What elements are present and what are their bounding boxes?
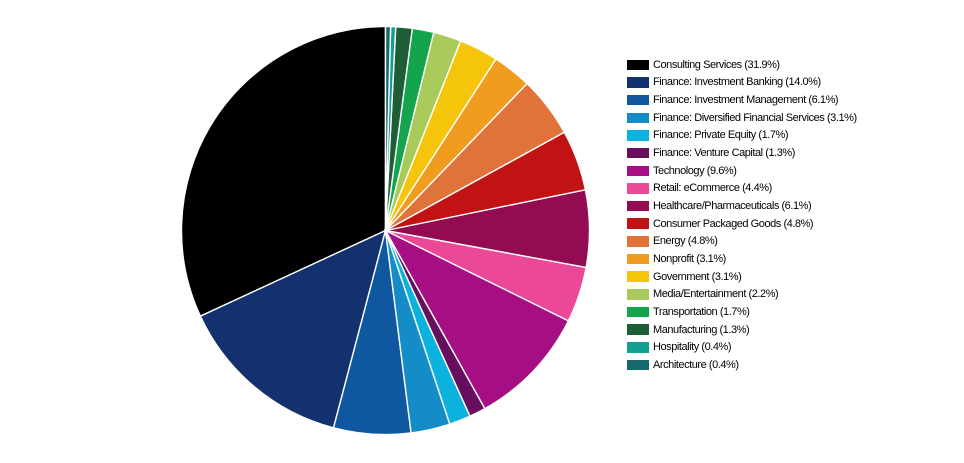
pie-slice-technology — [383, 228, 570, 410]
legend-item-healthcare-pharmaceuticals: Healthcare/Pharmaceuticals (6.1%) — [627, 197, 857, 215]
legend-item-consulting-services: Consulting Services (31.9%) — [627, 56, 857, 74]
legend-item-hospitality: Hospitality (0.4%) — [627, 339, 857, 357]
legend-label: Finance: Investment Banking (14.0%) — [653, 76, 821, 89]
legend-label: Retail: eCommerce (4.4%) — [653, 182, 772, 195]
legend-item-government: Government (3.1%) — [627, 268, 857, 286]
legend-item-finance-private-equity: Finance: Private Equity (1.7%) — [627, 127, 857, 145]
legend-label: Media/Entertainment (2.2%) — [653, 288, 779, 301]
legend-swatch — [627, 253, 649, 265]
legend-label: Consumer Packaged Goods (4.8%) — [653, 217, 814, 230]
pie-slice-architecture — [384, 25, 392, 231]
legend-label: Finance: Investment Management (6.1%) — [653, 94, 839, 107]
legend-label: Healthcare/Pharmaceuticals (6.1%) — [653, 200, 812, 213]
legend: Consulting Services (31.9%) Finance: Inve… — [627, 56, 857, 374]
legend-label: Finance: Private Equity (1.7%) — [653, 129, 789, 142]
legend-swatch — [627, 130, 649, 141]
legend-swatch — [627, 94, 649, 106]
legend-item-technology: Technology (9.6%) — [627, 162, 857, 180]
legend-item-finance-investment-management: Finance: Investment Management (6.1%) — [627, 91, 857, 109]
legend-swatch — [627, 218, 649, 229]
legend-item-media-entertainment: Media/Entertainment (2.2%) — [627, 286, 857, 304]
legend-swatch — [627, 77, 649, 88]
legend-item-finance-diversified-financial-services: Finance: Diversified Financial Services … — [627, 109, 857, 127]
legend-swatch — [627, 289, 649, 300]
legend-swatch — [627, 271, 649, 282]
legend-swatch — [627, 359, 649, 371]
legend-item-transportation: Transportation (1.7%) — [627, 303, 857, 321]
legend-swatch — [627, 342, 649, 353]
legend-label: Hospitality (0.4%) — [653, 341, 732, 354]
legend-item-architecture: Architecture (0.4%) — [627, 356, 857, 374]
legend-swatch — [627, 165, 649, 177]
legend-swatch — [627, 183, 649, 194]
legend-swatch — [627, 324, 649, 335]
pie-slice-consulting-services — [180, 25, 387, 318]
legend-item-consumer-packaged-goods: Consumer Packaged Goods (4.8%) — [627, 215, 857, 233]
legend-item-retail-ecommerce: Retail: eCommerce (4.4%) — [627, 180, 857, 198]
legend-swatch — [627, 112, 649, 124]
legend-swatch — [627, 200, 649, 212]
legend-swatch — [627, 59, 649, 71]
legend-label: Government (3.1%) — [653, 270, 742, 283]
legend-item-finance-venture-capital: Finance: Venture Capital (1.3%) — [627, 144, 857, 162]
legend-label: Finance: Diversified Financial Services … — [653, 111, 857, 124]
legend-label: Consulting Services (31.9%) — [653, 58, 780, 71]
legend-item-energy: Energy (4.8%) — [627, 233, 857, 251]
legend-label: Nonprofit (3.1%) — [653, 253, 726, 266]
legend-label: Transportation (1.7%) — [653, 306, 750, 319]
legend-label: Manufacturing (1.3%) — [653, 323, 750, 336]
legend-item-manufacturing: Manufacturing (1.3%) — [627, 321, 857, 339]
legend-label: Technology (9.6%) — [653, 164, 737, 177]
legend-item-nonprofit: Nonprofit (3.1%) — [627, 250, 857, 268]
legend-swatch — [627, 147, 649, 159]
legend-item-finance-investment-banking: Finance: Investment Banking (14.0%) — [627, 74, 857, 92]
legend-label: Architecture (0.4%) — [653, 358, 739, 371]
legend-swatch — [627, 306, 649, 318]
pie-slice-finance-investment-banking — [199, 229, 387, 429]
legend-swatch — [627, 236, 649, 247]
legend-label: Energy (4.8%) — [653, 235, 718, 248]
legend-label: Finance: Venture Capital (1.3%) — [653, 147, 795, 160]
